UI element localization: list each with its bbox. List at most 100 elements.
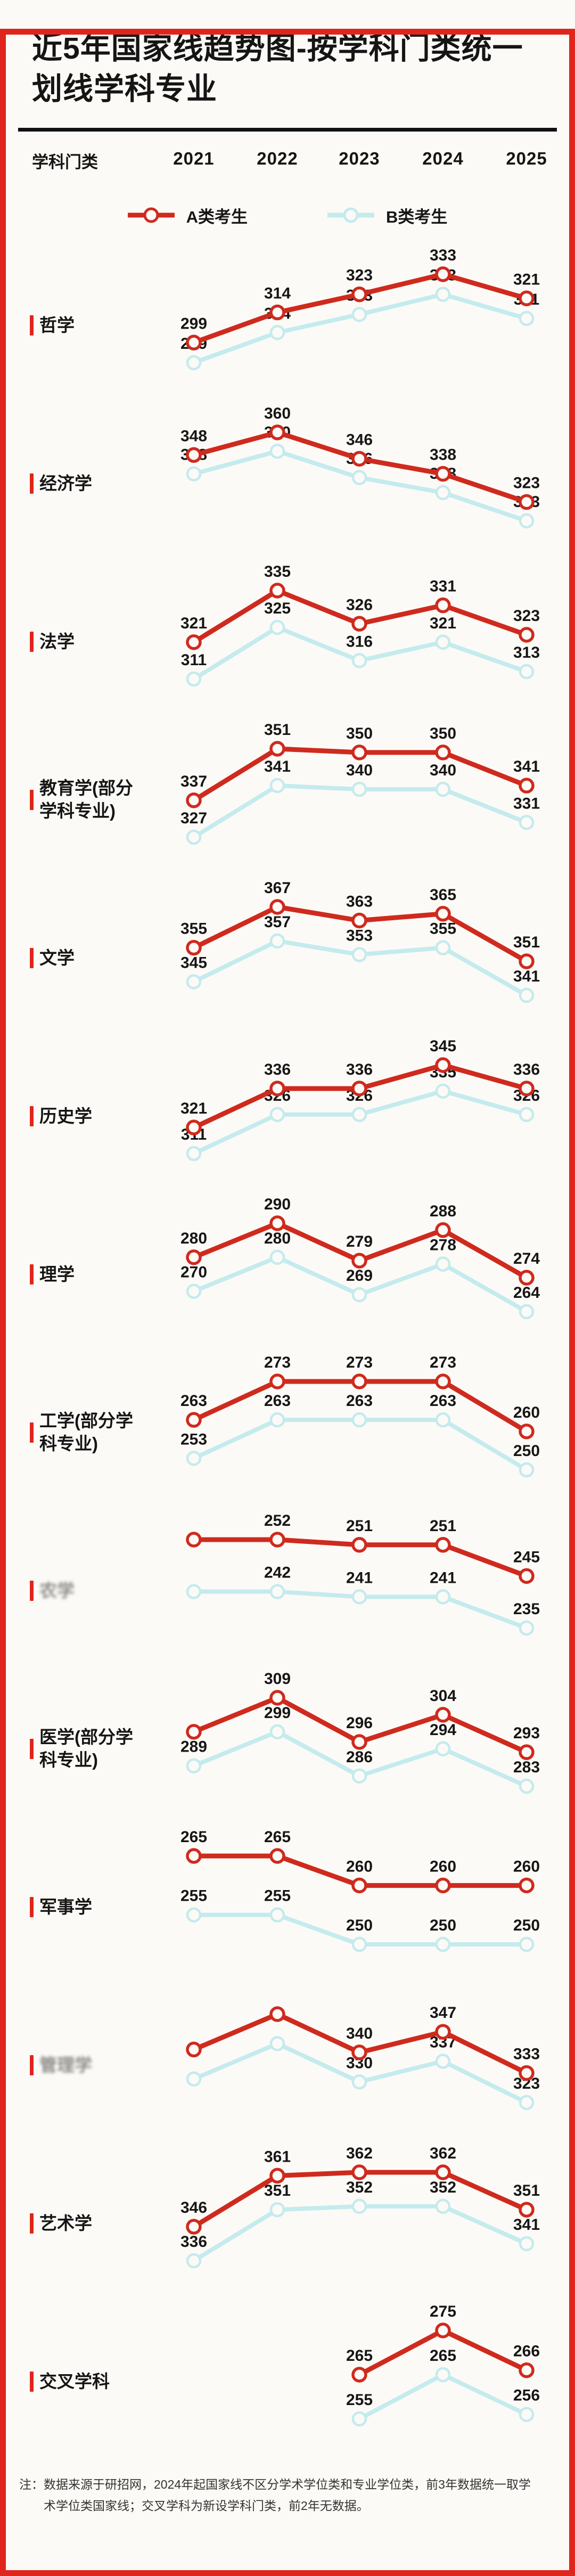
data-label-b: 263 [346, 1392, 373, 1410]
data-point-a [519, 1744, 535, 1760]
chart-rows: 哲学 289 304 313 323 311 299 314 323 333 321 经济学 338 35… [0, 247, 575, 2461]
data-point-a [269, 582, 285, 599]
data-point-b [435, 1741, 451, 1756]
data-point-b [269, 1907, 285, 1923]
data-point-b [519, 1462, 535, 1477]
data-label-a: 263 [180, 1392, 207, 1410]
data-point-b [519, 513, 535, 528]
category-name: 教育学(部分学科专业) [39, 778, 133, 821]
legend: A类考生 B类考生 [0, 203, 575, 227]
category-accent-bar [30, 790, 34, 811]
data-label-b: 345 [180, 954, 207, 971]
category-label: 历史学 [0, 1037, 133, 1196]
data-point-b [186, 974, 202, 989]
data-label-a: 335 [264, 563, 291, 580]
data-point-a [519, 1877, 535, 1893]
category-name: 历史学 [39, 1106, 92, 1126]
data-point-a [435, 2164, 451, 2180]
data-point-b [519, 814, 535, 830]
data-label-a: 355 [180, 920, 207, 937]
data-label-b: 250 [513, 1917, 540, 1934]
chart-row: 医学(部分学科专业) 289 299 286 294 283 309 296 304 293 [0, 1670, 575, 1828]
chart-row: 工学(部分学科专业) 253 263 263 263 250 263 273 273 273 260 [0, 1354, 575, 1512]
data-point-a [186, 1249, 202, 1265]
category-label: 文学 [0, 879, 133, 1037]
data-point-a [519, 953, 535, 969]
chart-row: 经济学338350336328313348360346338323 [0, 405, 575, 563]
data-label-a: 333 [430, 247, 456, 264]
category-label: 哲学 [0, 247, 133, 405]
category-accent-bar [30, 1897, 34, 1918]
category-accent-bar [30, 1422, 34, 1443]
trend-chart: 289 299 286 294 283 309 296 304 293 [180, 1670, 540, 1794]
data-point-a [186, 792, 202, 808]
data-point-b [351, 2411, 367, 2426]
data-point-a [519, 494, 535, 510]
data-point-a [351, 912, 367, 928]
data-label-b: 352 [430, 2178, 456, 2196]
data-point-a [519, 2362, 535, 2378]
data-point-a [186, 1119, 202, 1135]
trend-chart: 345 357 353 355 341 355 367 363 365 351 [180, 879, 540, 1003]
data-point-b [435, 1256, 451, 1272]
data-point-b [435, 287, 451, 302]
data-point-b [351, 1589, 367, 1605]
chart-row: 交叉学科 255 265 256 265 275 266 [0, 2303, 575, 2461]
data-label-a: 274 [513, 1250, 540, 1267]
data-point-a [435, 266, 451, 282]
data-label-b: 250 [346, 1917, 373, 1934]
chart-row: 理学 270 280 269 278 264 280 290 279 288 274 [0, 1196, 575, 1354]
trend-chart: 255 265 256 265 275 266 [346, 2303, 540, 2426]
footnote-prefix: 注： [19, 2477, 44, 2491]
category-accent-bar [30, 2213, 34, 2234]
data-point-a [269, 1531, 285, 1548]
category-label: 医学(部分学科专业) [0, 1670, 133, 1828]
data-point-b [519, 1107, 535, 1122]
footnote: 注： 数据来源于研招网，2024年起国家线不区分学术学位类和专业学位类，前3年数… [19, 2474, 538, 2517]
data-point-a [186, 2218, 202, 2235]
category-accent-bar [30, 1739, 34, 1760]
data-point-b [186, 1758, 202, 1773]
trend-chart: 270 280 269 278 264 280 290 279 288 274 [180, 1196, 540, 1319]
data-label-a: 266 [513, 2342, 540, 2360]
data-label-a: 245 [513, 1548, 540, 1566]
year-axis: 2021 2022 2023 2024 2025 [133, 149, 575, 171]
data-point-b [519, 310, 535, 326]
data-point-b [435, 634, 451, 650]
data-label-a: 260 [346, 1858, 373, 1875]
data-point-b [435, 939, 451, 955]
data-point-a [435, 2024, 451, 2040]
data-point-a [435, 1706, 451, 1723]
data-label-a: 333 [513, 2045, 540, 2063]
data-point-a [519, 1269, 535, 1286]
data-label-b: 241 [430, 1569, 456, 1587]
category-name: 法学 [39, 631, 75, 651]
data-label-a: 336 [513, 1061, 540, 1078]
trend-chart: 338350336328313348360346338323 [180, 405, 540, 528]
data-label-b: 286 [346, 1748, 373, 1765]
category-name: 哲学 [39, 315, 75, 335]
year-tick-2021: 2021 [173, 148, 215, 168]
data-label-b: 255 [264, 1887, 291, 1904]
chart-row: 历史学311326326335326321336336345336 [0, 1037, 575, 1196]
category-name: 艺术学 [39, 2213, 92, 2233]
data-point-b [186, 671, 202, 686]
category-accent-bar [30, 948, 34, 969]
data-point-b [269, 443, 285, 459]
data-label-a: 348 [180, 427, 207, 445]
data-point-a [435, 2322, 451, 2338]
data-point-a [351, 2164, 367, 2180]
data-label-a: 275 [430, 2303, 456, 2320]
data-label-a: 340 [346, 2025, 373, 2042]
data-point-b [435, 485, 451, 500]
year-tick-2024: 2024 [422, 148, 464, 168]
data-point-a [435, 1536, 451, 1553]
data-point-a [519, 1423, 535, 1440]
data-label-b: 341 [513, 2216, 540, 2234]
chart-row: 文学 345 357 353 355 341 355 367 363 365 351 [0, 879, 575, 1037]
data-label-b: 269 [346, 1267, 373, 1285]
data-label-a: 290 [264, 1196, 291, 1213]
data-label-a: 323 [513, 607, 540, 625]
data-point-a [186, 1412, 202, 1428]
data-label-a: 260 [430, 1858, 456, 1875]
